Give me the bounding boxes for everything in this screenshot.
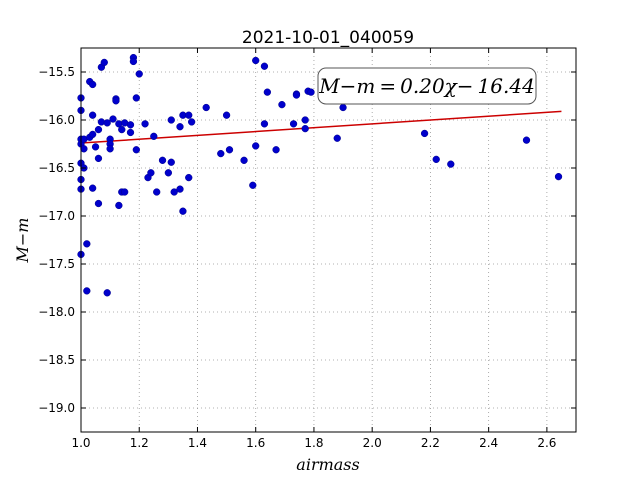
data-point	[263, 88, 272, 96]
data-point	[132, 146, 140, 154]
chart-title: 2021-10-01_040059	[242, 28, 414, 48]
data-point	[272, 146, 280, 154]
data-point	[94, 154, 103, 163]
x-tick-label: 2.2	[421, 436, 440, 450]
annotation-box: M−m = 0.20χ− 16.44	[317, 67, 537, 105]
data-point	[301, 124, 309, 133]
data-point	[167, 158, 175, 166]
data-point	[83, 287, 91, 295]
fit-line	[80, 110, 562, 144]
y-tick-label: −15.5	[38, 65, 75, 79]
data-point	[88, 130, 97, 139]
data-point	[185, 111, 193, 119]
data-point	[147, 169, 155, 177]
data-point	[176, 123, 184, 131]
data-point	[153, 188, 161, 196]
data-point	[522, 136, 531, 144]
data-point	[249, 181, 257, 189]
data-point	[135, 70, 143, 78]
data-point	[121, 188, 129, 196]
data-point	[129, 57, 138, 66]
data-point	[118, 125, 126, 134]
y-tick-label: −17.0	[38, 209, 75, 223]
plot-frame	[80, 47, 577, 433]
y-tick-label: −18.0	[38, 305, 75, 319]
data-point	[339, 103, 347, 112]
data-point	[83, 240, 91, 248]
fit-line-group	[80, 110, 562, 144]
data-point	[112, 97, 120, 105]
y-tick-label: −17.5	[38, 257, 75, 271]
data-point	[260, 120, 269, 128]
data-point	[88, 184, 97, 192]
data-point	[292, 91, 301, 99]
data-point	[222, 111, 231, 119]
y-tick-label: −16.0	[38, 113, 75, 127]
y-axis-ticks: −15.5 −16.0 −16.5 −17.0 −17.5 −18.0 −18.5 −19.0	[38, 65, 576, 415]
data-point	[126, 128, 135, 137]
data-point	[185, 173, 193, 182]
y-tick-label: −16.5	[38, 161, 75, 175]
data-point	[170, 188, 178, 196]
data-point	[91, 143, 100, 151]
data-point	[225, 146, 234, 154]
y-axis-label: M−m	[13, 218, 32, 264]
data-point	[106, 145, 114, 153]
data-point	[420, 129, 429, 138]
plot-area	[81, 48, 576, 432]
x-axis-ticks: 1.0 1.2 1.4 1.6 1.8 2.0 2.2 2.4 2.6	[71, 48, 556, 450]
data-point	[554, 172, 563, 181]
data-point	[447, 160, 455, 168]
data-point	[164, 169, 173, 177]
data-point	[126, 121, 135, 129]
data-point	[333, 134, 341, 142]
data-point	[167, 116, 175, 124]
data-point	[187, 118, 196, 126]
data-point	[289, 120, 298, 128]
data-point	[88, 111, 97, 119]
x-tick-label: 1.8	[304, 436, 323, 450]
annotation-text: M−m = 0.20χ− 16.44	[318, 74, 535, 98]
data-point	[432, 155, 440, 164]
x-tick-label: 1.0	[71, 436, 90, 450]
x-tick-label: 2.4	[479, 436, 498, 450]
data-point	[252, 56, 260, 65]
data-point	[141, 120, 149, 128]
data-point	[260, 62, 269, 70]
data-point	[103, 289, 111, 297]
data-point	[103, 119, 111, 127]
x-tick-label: 1.6	[246, 436, 265, 450]
data-point	[179, 207, 187, 215]
y-tick-label: −18.5	[38, 353, 75, 367]
data-point	[150, 132, 158, 140]
x-tick-label: 2.6	[537, 436, 556, 450]
data-point	[100, 58, 108, 67]
data-point	[94, 199, 103, 208]
data-point	[115, 201, 123, 210]
data-points	[77, 53, 563, 297]
data-point	[307, 88, 315, 96]
y-tick-label: −19.0	[38, 401, 75, 415]
x-tick-label: 1.4	[188, 436, 207, 450]
data-point	[94, 125, 103, 134]
data-point	[80, 145, 88, 153]
data-point	[132, 94, 140, 102]
annotation-frame	[317, 67, 537, 105]
data-point	[202, 103, 210, 112]
data-point	[88, 80, 97, 89]
data-point	[158, 156, 167, 164]
data-point	[252, 142, 260, 150]
data-point	[240, 156, 248, 164]
data-point	[109, 115, 117, 123]
x-tick-label: 2.0	[363, 436, 382, 450]
data-point	[176, 185, 184, 193]
data-point	[217, 149, 225, 158]
x-tick-label: 1.2	[130, 436, 149, 450]
data-point	[278, 100, 286, 109]
x-axis-label: airmass	[296, 455, 359, 474]
data-point	[301, 116, 309, 124]
